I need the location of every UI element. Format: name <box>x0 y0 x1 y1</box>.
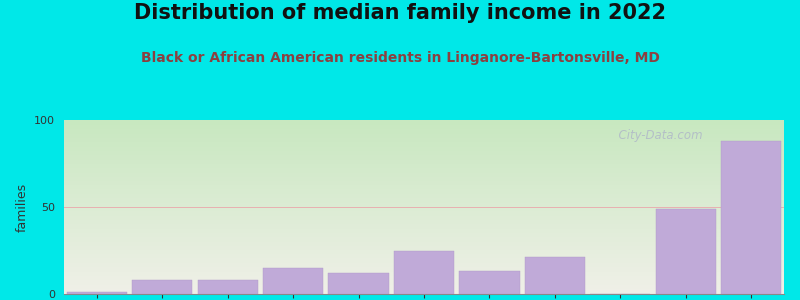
Bar <box>656 209 716 294</box>
Bar <box>394 250 454 294</box>
Bar <box>721 141 782 294</box>
Bar <box>329 273 389 294</box>
Text: Distribution of median family income in 2022: Distribution of median family income in … <box>134 3 666 23</box>
Bar <box>198 280 258 294</box>
Y-axis label: families: families <box>15 182 29 232</box>
Text: Black or African American residents in Linganore-Bartonsville, MD: Black or African American residents in L… <box>141 51 659 65</box>
Bar <box>525 257 585 294</box>
Bar <box>66 292 127 294</box>
Bar <box>132 280 192 294</box>
Bar <box>459 272 519 294</box>
Bar <box>263 268 323 294</box>
Text: City-Data.com: City-Data.com <box>611 129 703 142</box>
